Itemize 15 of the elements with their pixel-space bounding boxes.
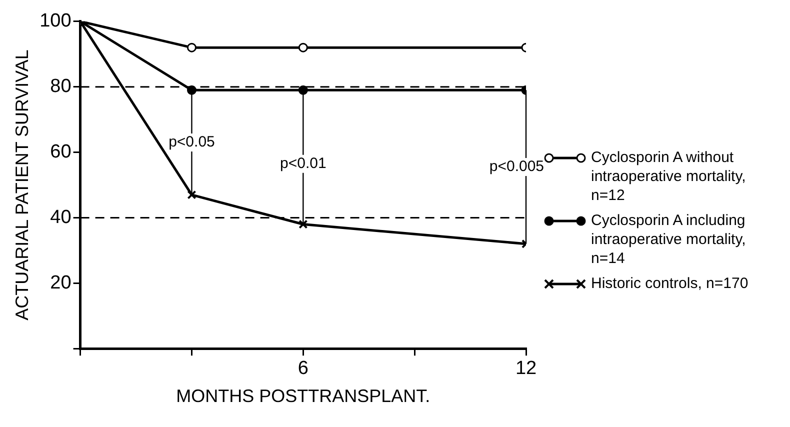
- annotation: p<0.05: [168, 134, 215, 151]
- y-tick-label: 20: [50, 272, 72, 294]
- y-tick-label: 60: [50, 142, 72, 163]
- x-axis-title: MONTHS POSTTRANSPLANT.: [176, 386, 430, 406]
- legend-label: Cyclosporin A including intraoperative mortality, n=14: [591, 211, 747, 268]
- annotation: p<0.01: [280, 155, 326, 172]
- x-tick-label: 6: [298, 358, 308, 380]
- y-tick-label: 40: [50, 206, 72, 228]
- y-tick-label: 100: [40, 10, 72, 32]
- legend-label: Historic controls, n=170: [591, 274, 748, 293]
- legend-label: Cyclosporin A without intraoperative mortality, n=12: [591, 148, 747, 205]
- x-tick-label: 12: [515, 358, 537, 380]
- annotation: p<0.005: [489, 158, 544, 176]
- y-axis-title: ACTUARIAL PATIENT SURVIVAL: [12, 50, 32, 320]
- y-tick-label: 80: [50, 76, 72, 98]
